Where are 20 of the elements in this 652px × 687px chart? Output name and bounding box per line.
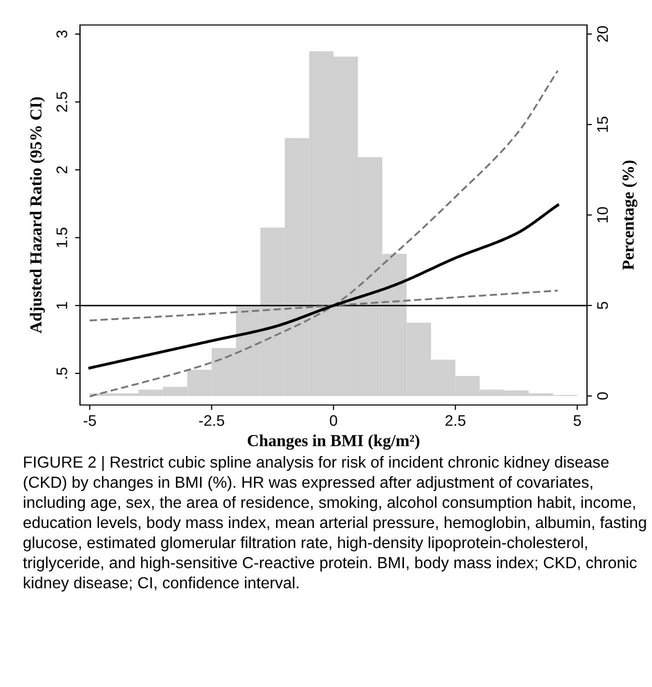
x-tick-label: -2.5 [199, 415, 224, 426]
x-axis-title: Changes in BMI (kg/m²) [248, 434, 420, 450]
y-tick-label: 3 [56, 30, 68, 38]
y2-tick-label: 15 [597, 116, 608, 132]
y-tick-label: .5 [56, 368, 68, 378]
x-tick-label: -5 [84, 415, 96, 426]
y2-tick-label: 20 [597, 26, 608, 42]
x-tick-label: 2.5 [446, 415, 466, 426]
y2-tick-label: 5 [597, 302, 608, 310]
y2-tick-label: 0 [597, 392, 608, 400]
y-tick-label: 1.5 [56, 228, 68, 248]
y2-axis-title: Percentage (%) [622, 160, 638, 270]
y-tick-label: 2 [56, 166, 68, 174]
x-tick-label: 5 [574, 415, 581, 426]
y-tick-label: 2.5 [56, 92, 68, 112]
y-axis-title: Adjusted Hazard Ratio (95% CI) [30, 97, 45, 334]
y2-tick-label: 10 [597, 207, 608, 222]
x-tick-label: 0 [330, 415, 338, 426]
y-tick-label: 1 [56, 302, 68, 309]
caption: FIGURE 2 | Restrict cubic spline analysis for risk of incident chronic kidney disease (CKD) by changes in BMI (%). HR was expressed after adjustment of covariates, including age, sex, the area of residence, smoking, alcohol consumption habit, income, education levels, body mass index, mean arterial pressure, hemoglobin, albumin, fasting glucose, estimated glomerular filtration rate, high-density lipoprotein-cholesterol, triglyceride, and high-sensitive C-reactive protein. BMI, body mass index; CKD, chronic kidney disease; CI, confidence interval. [23, 456, 646, 592]
